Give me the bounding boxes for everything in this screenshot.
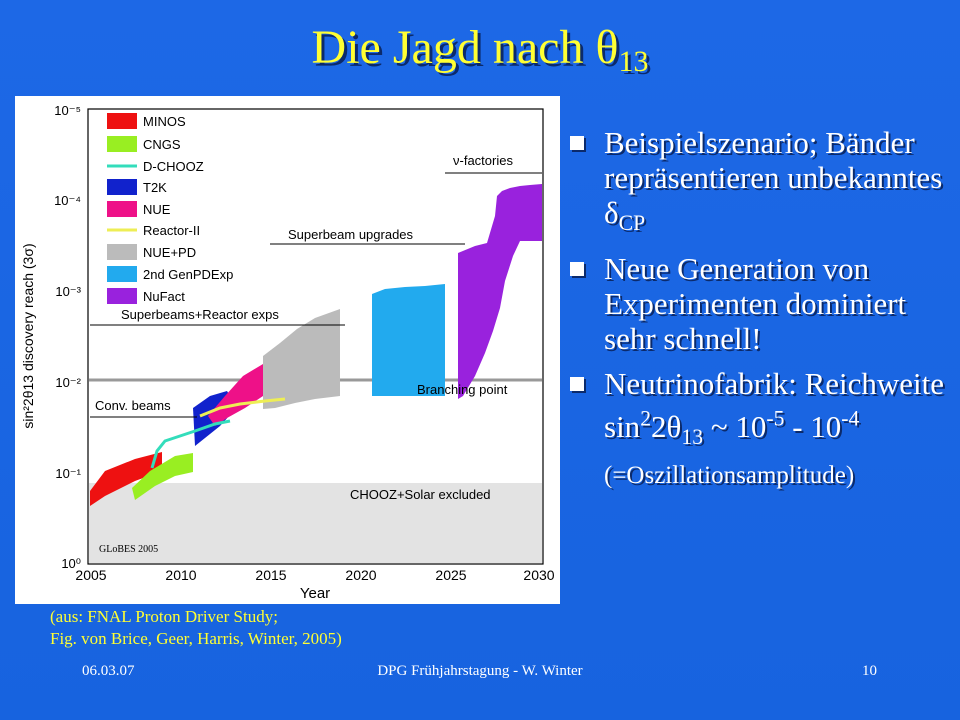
line-dchooz: [150, 419, 231, 469]
caption-line-1: (aus: FNAL Proton Driver Study;: [50, 607, 278, 626]
legend-nue-pd: NUE+PD: [143, 245, 196, 260]
bullet-3-text: Neutrinofabrik: Reichweite: [604, 366, 945, 402]
title-text: Die Jagd nach θ: [311, 21, 619, 74]
legend-nue: NUE: [143, 202, 171, 217]
x-tick-5: 2030: [523, 567, 554, 583]
bullet-1-sub: CP: [618, 211, 646, 236]
footer-page-number: 10: [862, 663, 877, 679]
y-axis-label: sin²2θ13 discovery reach (3σ): [20, 243, 36, 428]
bullet-square-icon: [570, 262, 584, 277]
footer-date: 06.03.07: [82, 663, 135, 679]
chooz-excluded-region: [89, 483, 542, 563]
bullet-item-1: Beispielszenario; Bänder repräsentieren …: [570, 125, 950, 241]
sensitivity-chart: MINOS CNGS D-CHOOZ T2K NUE Reactor-II NU…: [20, 103, 555, 602]
y-tick-0: 10⁻⁵: [54, 103, 81, 118]
x-tick-3: 2020: [345, 567, 376, 583]
annot-conv-beams: Conv. beams: [95, 398, 171, 413]
legend-t2k: T2K: [143, 180, 167, 195]
y-tick-4: 10⁻¹: [55, 466, 81, 481]
band-nufact: [458, 184, 542, 399]
y-tick-1: 10⁻⁴: [54, 193, 81, 208]
y-tick-3: 10⁻²: [55, 375, 81, 390]
title-subscript: 13: [618, 45, 649, 78]
y-tick-labels: 10⁻⁵ 10⁻⁴ 10⁻³ 10⁻² 10⁻¹ 10⁰: [54, 103, 82, 571]
bullet-square-icon: [570, 136, 584, 150]
x-tick-1: 2010: [165, 567, 196, 583]
bullet-3-formula: sin22θ13 ~ 10-5 - 10-4: [604, 406, 860, 449]
chart-legend: MINOS CNGS D-CHOOZ T2K NUE Reactor-II NU…: [107, 113, 233, 304]
y-tick-5: 10⁰: [61, 556, 81, 571]
bullet-item-3: Neutrinofabrik: Reichweite sin22θ13 ~ 10…: [570, 366, 950, 493]
band-minos: [90, 452, 162, 506]
annot-superbeams-reactor: Superbeams+Reactor exps: [121, 307, 279, 322]
annot-branching: Branching point: [417, 382, 508, 397]
bullet-item-2: Neue Generation von Experimenten dominie…: [570, 251, 950, 356]
legend-cngs: CNGS: [143, 137, 181, 152]
legend-minos: MINOS: [143, 114, 186, 129]
bullet-2-text: Neue Generation von Experimenten dominie…: [604, 251, 907, 357]
band-2nd-gen: [372, 284, 445, 396]
legend-dchooz: D-CHOOZ: [143, 159, 204, 174]
bullet-3-note: (=Oszillationsamplitude): [604, 461, 855, 489]
figure-caption: (aus: FNAL Proton Driver Study; Fig. von…: [50, 606, 342, 650]
bullet-1-text: Beispielszenario; Bänder repräsentieren …: [604, 125, 943, 230]
bullet-list: Beispielszenario; Bänder repräsentieren …: [570, 125, 950, 503]
caption-line-2: Fig. von Brice, Geer, Harris, Winter, 20…: [50, 629, 342, 648]
band-nue-pd: [263, 309, 340, 409]
y-tick-2: 10⁻³: [55, 284, 81, 299]
band-cngs: [132, 453, 193, 500]
sensitivity-figure: MINOS CNGS D-CHOOZ T2K NUE Reactor-II NU…: [15, 96, 560, 604]
annot-factories: ν-factories: [453, 153, 513, 168]
x-tick-0: 2005: [75, 567, 106, 583]
footer-center: DPG Frühjahrstagung - W. Winter: [377, 663, 583, 679]
line-reactor-ii: [199, 397, 286, 418]
x-axis-label: Year: [300, 585, 330, 602]
legend-2nd-gen: 2nd GenPDExp: [143, 267, 233, 282]
annot-chooz: CHOOZ+Solar excluded: [350, 487, 491, 502]
annot-globes: GLoBES 2005: [99, 544, 158, 555]
legend-reactor-ii: Reactor-II: [143, 223, 200, 238]
x-tick-4: 2025: [435, 567, 466, 583]
x-tick-labels: 2005 2010 2015 2020 2025 2030: [75, 567, 554, 583]
bullet-square-icon: [570, 377, 584, 392]
band-nue: [208, 364, 263, 426]
slide-title: Die Jagd nach θ13: [0, 20, 960, 79]
legend-nufact: NuFact: [143, 289, 185, 304]
annot-superbeam-upgrades: Superbeam upgrades: [288, 227, 414, 242]
x-tick-2: 2015: [255, 567, 286, 583]
